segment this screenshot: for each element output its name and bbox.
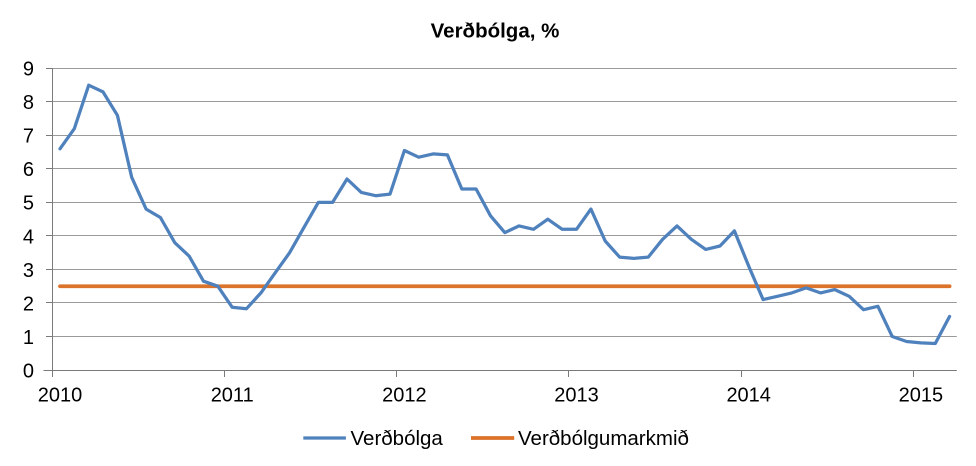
svg-text:5: 5: [23, 193, 34, 215]
svg-text:2015: 2015: [899, 385, 944, 407]
svg-text:7: 7: [23, 126, 34, 148]
svg-text:2: 2: [23, 293, 34, 315]
svg-text:0: 0: [23, 360, 34, 382]
svg-text:3: 3: [23, 260, 34, 282]
svg-text:8: 8: [23, 92, 34, 114]
svg-text:6: 6: [23, 159, 34, 181]
svg-text:2012: 2012: [382, 385, 427, 407]
svg-text:1: 1: [23, 327, 34, 349]
svg-text:9: 9: [23, 59, 34, 81]
svg-text:Verðbólga, %: Verðbólga, %: [431, 20, 560, 43]
svg-text:Verðbólgumarkmið: Verðbólgumarkmið: [518, 427, 689, 450]
svg-text:2010: 2010: [38, 385, 83, 407]
svg-text:2014: 2014: [726, 385, 771, 407]
svg-text:4: 4: [23, 226, 34, 248]
svg-text:2013: 2013: [554, 385, 599, 407]
svg-text:2011: 2011: [211, 385, 254, 407]
svg-text:Verðbólga: Verðbólga: [351, 427, 444, 450]
